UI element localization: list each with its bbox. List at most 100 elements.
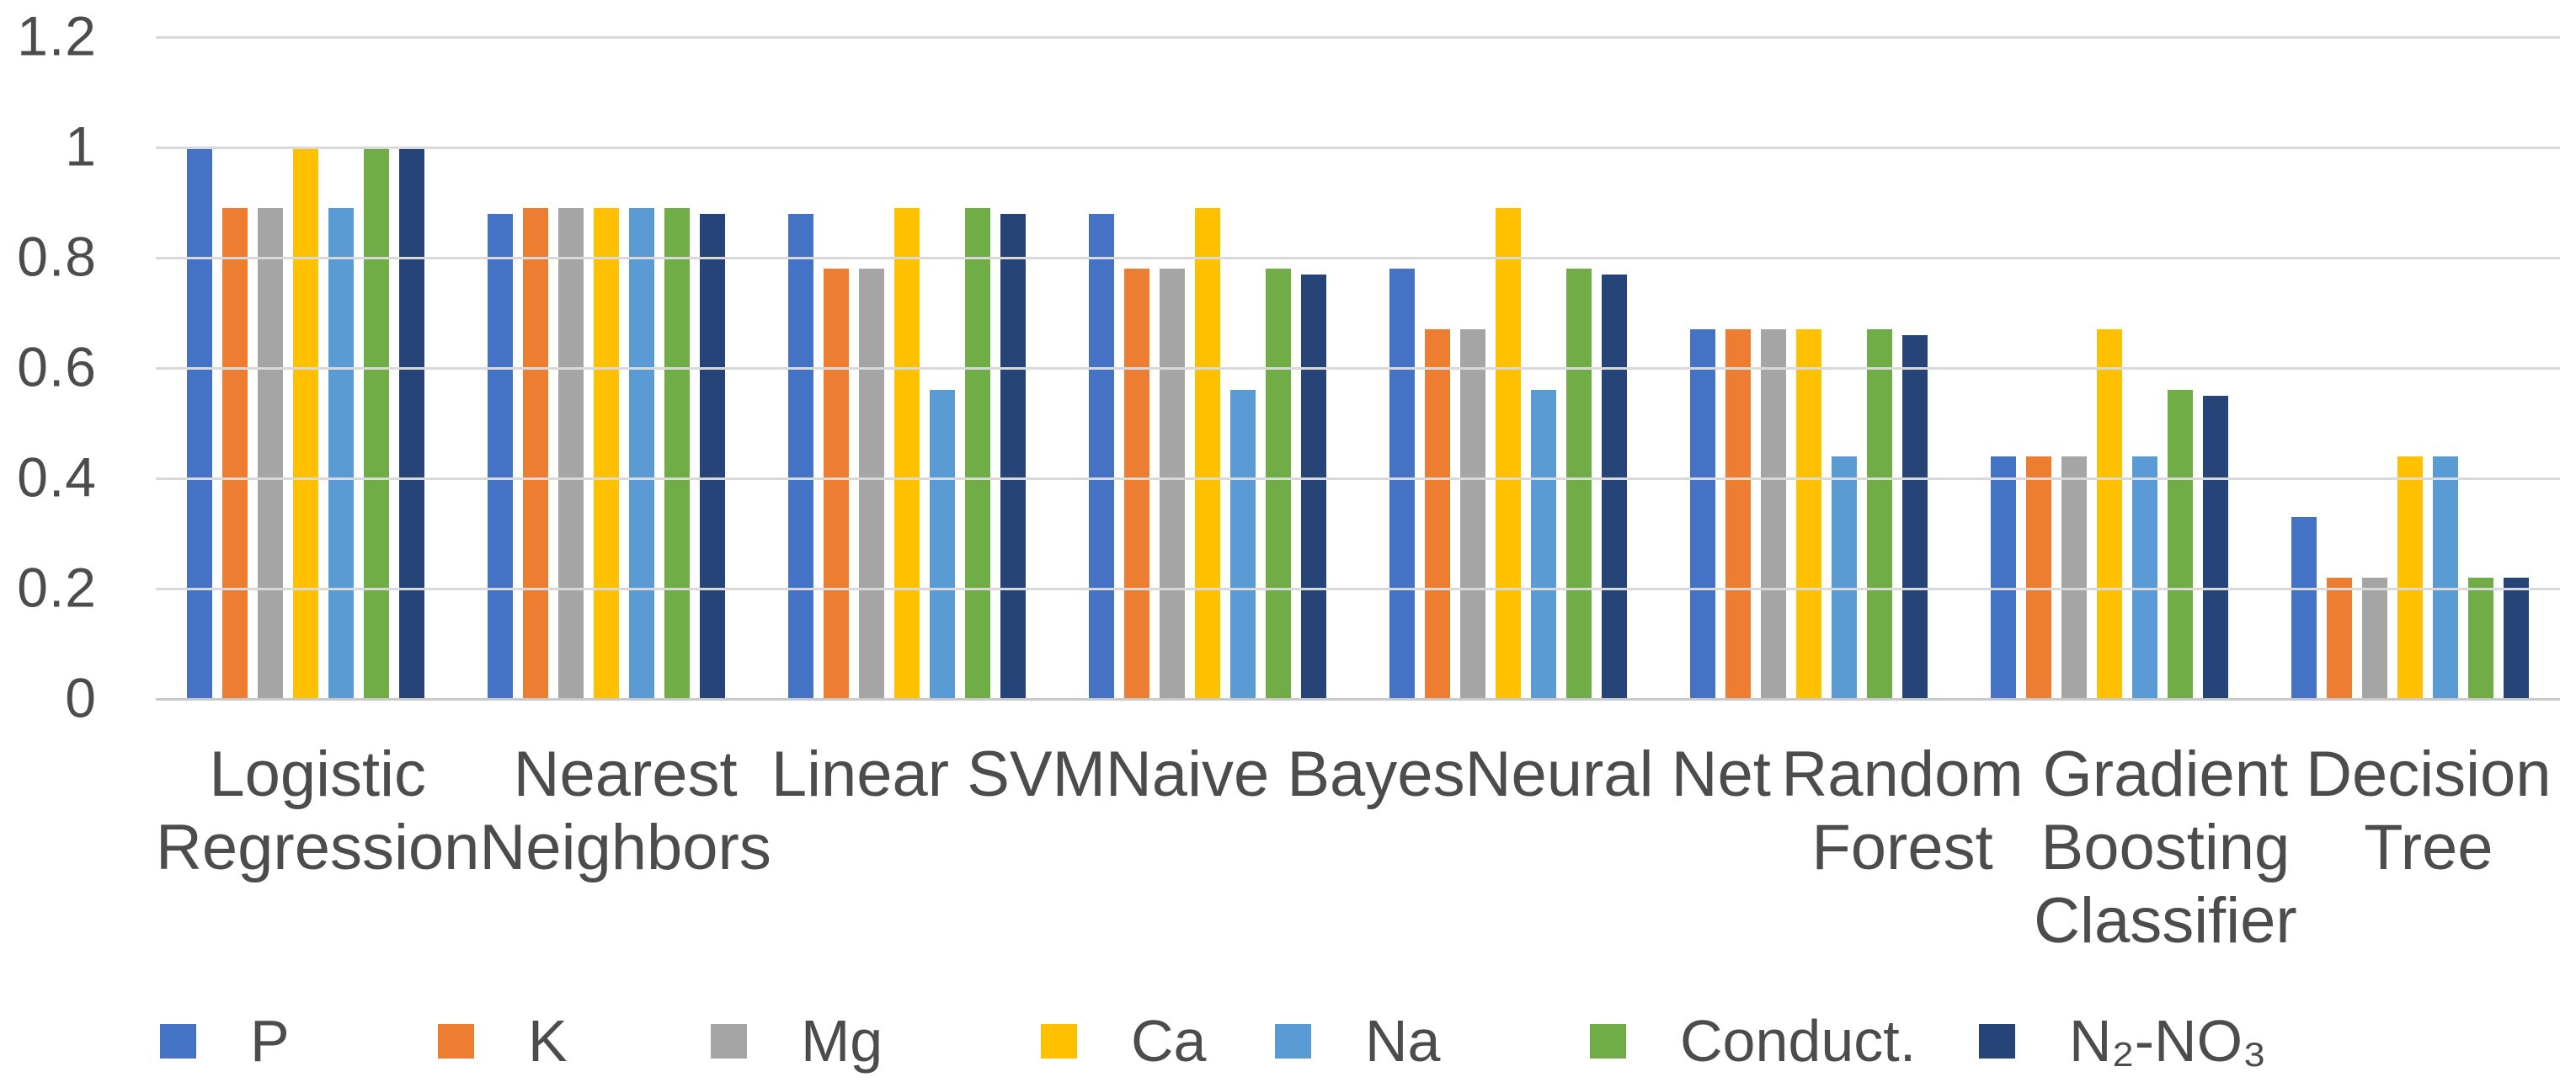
bar [1795, 329, 1821, 699]
bar [594, 208, 620, 699]
bar [1725, 329, 1751, 699]
gridline [156, 36, 2560, 39]
y-tick-label: 0 [65, 666, 97, 729]
bar [258, 208, 284, 699]
bar [1901, 334, 1928, 699]
gridline [156, 367, 2560, 370]
legend: P K Mg Ca Na Conduct. N₂-NO₃ [0, 1007, 2576, 1075]
bar [558, 208, 584, 699]
bar [1459, 329, 1485, 699]
bar [700, 213, 726, 699]
x-category-label-line: Decision [2306, 739, 2552, 810]
gridline [156, 698, 2560, 701]
bar [1866, 329, 1892, 699]
x-category-label-line: Boosting [2040, 812, 2291, 883]
y-tick-label: 1 [65, 115, 97, 178]
bar [1424, 329, 1450, 699]
x-category-label-line: Naive Bayes [1105, 739, 1465, 810]
bar [2025, 456, 2051, 699]
bar [1195, 208, 1221, 699]
bar [1689, 329, 1715, 699]
bar [824, 269, 850, 699]
bar [1760, 329, 1786, 699]
bar [2432, 456, 2458, 699]
bar-group [456, 37, 757, 699]
bar [523, 208, 549, 699]
x-category-label-line: Logistic [209, 739, 427, 810]
legend-swatch [711, 1023, 747, 1059]
bar [399, 147, 425, 699]
legend-item: Ca [1041, 1007, 1206, 1075]
bar [930, 390, 956, 699]
bar [2397, 456, 2423, 699]
legend-item: N₂-NO₃ [1979, 1007, 2267, 1075]
bar [2167, 390, 2193, 699]
legend-swatch [438, 1023, 474, 1059]
bar [2326, 577, 2352, 699]
plot-area [156, 36, 2560, 701]
gridline [156, 147, 2560, 149]
gridline [156, 477, 2560, 480]
bar-group [156, 37, 456, 699]
bar [187, 147, 213, 699]
y-tick-label: 0.8 [17, 225, 97, 288]
bar [364, 147, 390, 699]
bar-group [1358, 37, 1659, 699]
legend-item: K [438, 1007, 568, 1075]
bar [1089, 213, 1115, 699]
legend-swatch [160, 1023, 196, 1059]
x-category-label-line: Neighbors [479, 812, 771, 883]
bar-group [757, 37, 1058, 699]
legend-swatch [1979, 1023, 2015, 1059]
legend-item: Mg [711, 1007, 883, 1075]
bar [1530, 390, 1556, 699]
bar [1124, 269, 1150, 699]
bar [788, 213, 814, 699]
bar-group [2259, 37, 2560, 699]
x-category-label: Neural Net [1465, 738, 1771, 957]
x-category-label-line: Linear SVM [771, 739, 1106, 810]
legend-label: Mg [801, 1008, 883, 1074]
x-category-label-line: Tree [2364, 812, 2493, 883]
x-axis-labels: Logistic Regression Nearest Neighbors Linear… [156, 738, 2560, 957]
bar [2503, 577, 2529, 699]
legend-label: Na [1365, 1008, 1441, 1074]
x-category-label-line: Nearest [513, 739, 738, 810]
gridline [156, 588, 2560, 590]
bar [1230, 390, 1256, 699]
legend-label: Conduct. [1680, 1008, 1917, 1074]
bar [2291, 516, 2317, 699]
bar [1389, 269, 1415, 699]
x-category-label-line: Random [1781, 739, 2024, 810]
bar [328, 208, 355, 699]
legend-item: P [160, 1007, 290, 1075]
x-category-label-line: Classifier [2034, 885, 2297, 957]
x-category-label: Naive Bayes [1106, 738, 1465, 957]
bar [1160, 269, 1186, 699]
bar-group [1658, 37, 1959, 699]
bar [1565, 269, 1592, 699]
y-tick-label: 0.6 [17, 335, 97, 398]
x-category-label: Random Forest [1771, 738, 2034, 957]
x-category-label: Linear SVM [771, 738, 1106, 957]
y-axis: 0 0.2 0.4 0.6 0.8 1 1.2 [0, 4, 126, 728]
x-category-label: Nearest Neighbors [479, 738, 771, 957]
legend-label: N₂-NO₃ [2069, 1008, 2267, 1074]
bar [2467, 577, 2493, 699]
legend-swatch [1590, 1023, 1626, 1059]
x-category-label-line: Neural Net [1464, 739, 1771, 810]
bar [222, 208, 248, 699]
bar [488, 213, 514, 699]
bar [2096, 329, 2122, 699]
bar [2131, 456, 2157, 699]
bar [1601, 274, 1627, 699]
x-category-label: Decision Tree [2297, 738, 2560, 957]
y-tick-label: 0.2 [17, 556, 97, 619]
x-category-label-line: Gradient [2042, 739, 2289, 810]
y-tick-label: 0.4 [17, 445, 97, 509]
bar [293, 147, 319, 699]
bar [1831, 456, 1857, 699]
x-category-label-line: Forest [1811, 812, 1993, 883]
bar [1495, 208, 1521, 699]
bar [894, 208, 920, 699]
